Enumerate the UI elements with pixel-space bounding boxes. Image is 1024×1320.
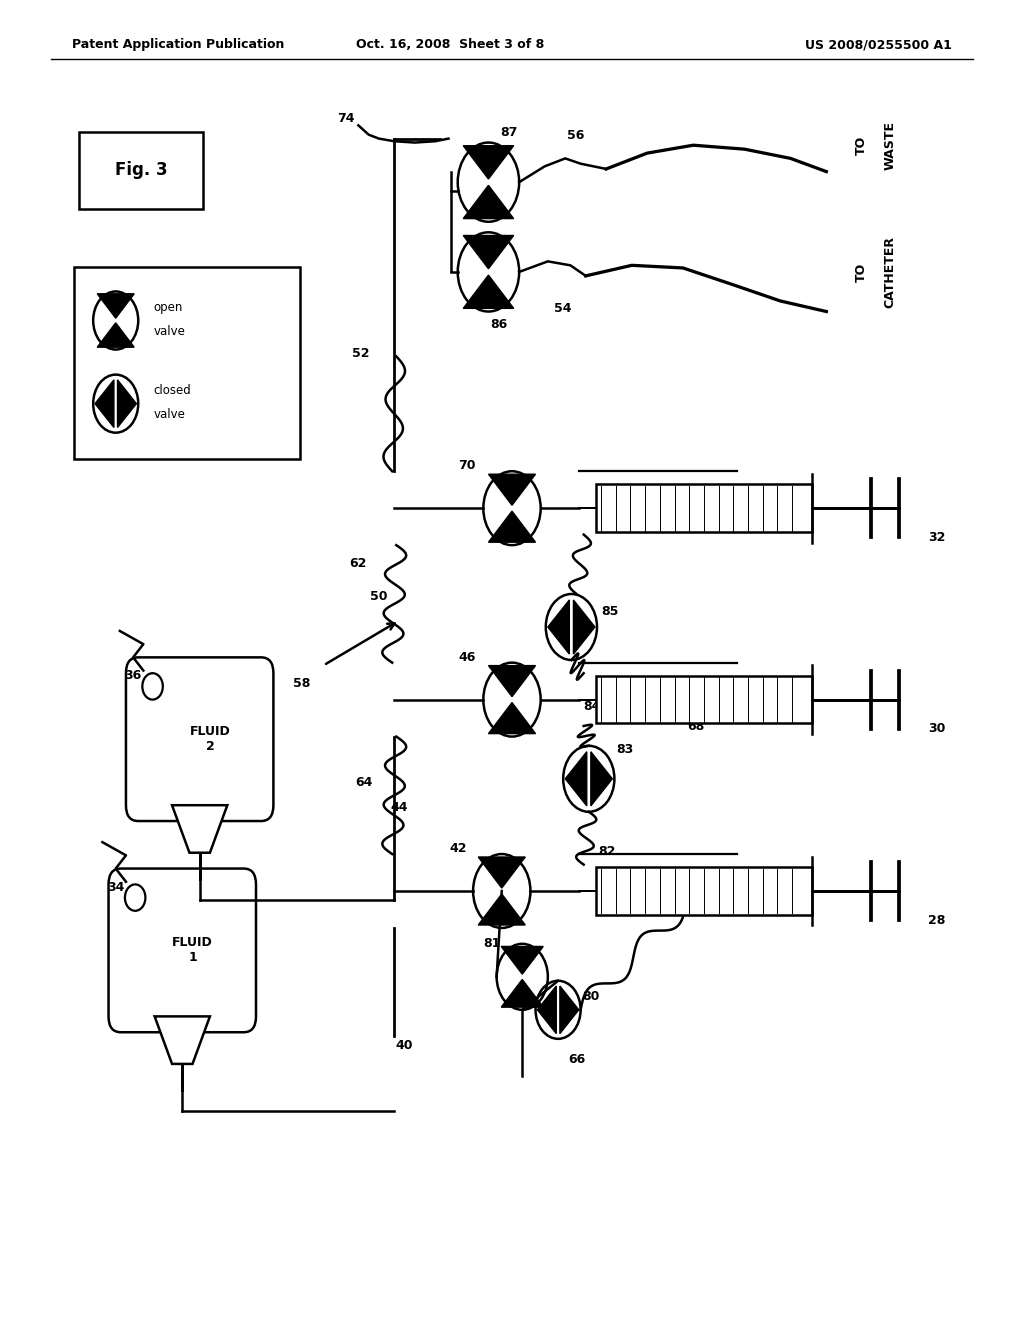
Text: open: open [154,301,183,314]
Polygon shape [155,1016,210,1064]
Bar [596,484,812,532]
Text: 84: 84 [584,700,600,713]
Text: 44: 44 [390,801,409,814]
Polygon shape [118,380,136,428]
Text: 86: 86 [490,318,507,331]
Text: 70: 70 [458,459,476,473]
Text: TO: TO [855,136,868,154]
Bar [596,867,812,915]
Text: FLUID
1: FLUID 1 [172,936,213,965]
Text: 34: 34 [108,880,124,894]
Polygon shape [478,894,525,925]
FancyBboxPatch shape [79,132,203,209]
Text: valve: valve [154,408,185,421]
Text: 62: 62 [350,557,367,570]
Text: 32: 32 [929,531,945,544]
Text: Oct. 16, 2008  Sheet 3 of 8: Oct. 16, 2008 Sheet 3 of 8 [356,38,545,51]
Polygon shape [488,665,536,697]
Polygon shape [478,857,525,888]
Text: 80: 80 [583,990,599,1003]
Text: 42: 42 [449,842,467,855]
Polygon shape [463,275,514,309]
Polygon shape [463,185,514,219]
Text: 64: 64 [355,776,372,789]
Polygon shape [548,599,569,653]
Bar [596,676,812,723]
Polygon shape [538,986,556,1034]
Polygon shape [488,702,536,734]
Text: 83: 83 [616,743,633,756]
Text: 74: 74 [337,112,355,125]
Text: 56: 56 [567,129,584,143]
Text: 82: 82 [599,845,615,858]
Polygon shape [488,511,536,543]
Text: TO: TO [855,263,868,281]
Polygon shape [172,805,227,853]
Text: WASTE: WASTE [884,120,897,170]
Text: FLUID
2: FLUID 2 [189,725,230,754]
FancyBboxPatch shape [74,267,300,459]
Text: 40: 40 [395,1039,414,1052]
Text: Patent Application Publication: Patent Application Publication [72,38,284,51]
Text: 50: 50 [370,590,388,603]
Text: 81: 81 [483,937,500,950]
FancyBboxPatch shape [126,657,273,821]
Polygon shape [463,235,514,269]
Polygon shape [560,986,579,1034]
Text: 52: 52 [351,347,370,360]
Text: 68: 68 [688,719,705,733]
Text: closed: closed [154,384,191,397]
Text: 54: 54 [554,302,572,315]
Text: 87: 87 [501,125,517,139]
Polygon shape [591,752,612,805]
FancyBboxPatch shape [109,869,256,1032]
Polygon shape [488,474,536,506]
Polygon shape [97,323,134,347]
Text: CATHETER: CATHETER [884,236,897,308]
Text: 66: 66 [568,1053,585,1067]
Text: 46: 46 [459,651,475,664]
Text: 58: 58 [294,677,310,690]
Polygon shape [463,145,514,180]
Polygon shape [97,294,134,318]
Text: US 2008/0255500 A1: US 2008/0255500 A1 [806,38,952,51]
Text: valve: valve [154,325,185,338]
Polygon shape [502,979,543,1007]
Polygon shape [95,380,114,428]
Polygon shape [565,752,587,805]
Text: 36: 36 [125,669,141,682]
Text: 85: 85 [602,605,618,618]
Text: 28: 28 [929,913,945,927]
Polygon shape [573,599,595,653]
Text: 30: 30 [929,722,945,735]
Text: Fig. 3: Fig. 3 [115,161,168,180]
Polygon shape [502,946,543,974]
